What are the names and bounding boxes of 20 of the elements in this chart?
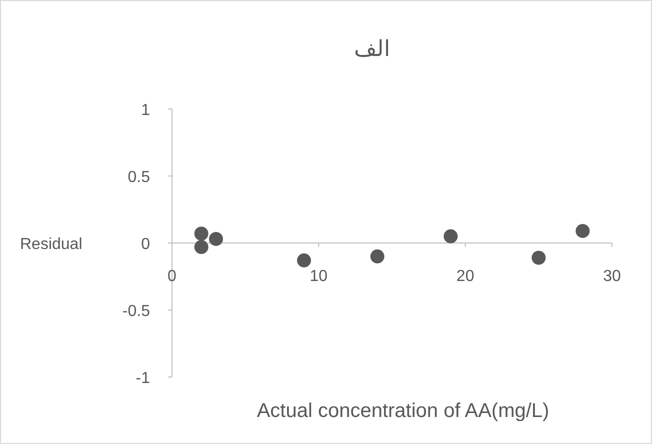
point xyxy=(444,229,458,244)
x-tick-label: 30 xyxy=(603,268,621,285)
point xyxy=(532,250,546,265)
x-tick-label: 10 xyxy=(310,268,328,285)
point xyxy=(576,224,590,238)
y-tick-label: -1 xyxy=(136,370,150,387)
point xyxy=(297,253,311,268)
x-tick-label: 20 xyxy=(456,268,474,285)
point xyxy=(370,249,384,264)
y-tick-label: -0.5 xyxy=(122,303,150,320)
x-tick-label: 0 xyxy=(168,268,177,285)
y-tick-label: 1 xyxy=(141,102,150,119)
chart-title: الف xyxy=(354,36,390,61)
point xyxy=(194,240,208,254)
point xyxy=(194,226,208,241)
point xyxy=(209,232,223,246)
x-axis-title: Actual concentration of AA(mg/L) xyxy=(256,400,550,422)
y-tick-label: 0 xyxy=(141,236,150,253)
y-axis-title: Residual xyxy=(20,236,82,253)
y-tick-label: 0.5 xyxy=(128,169,150,186)
